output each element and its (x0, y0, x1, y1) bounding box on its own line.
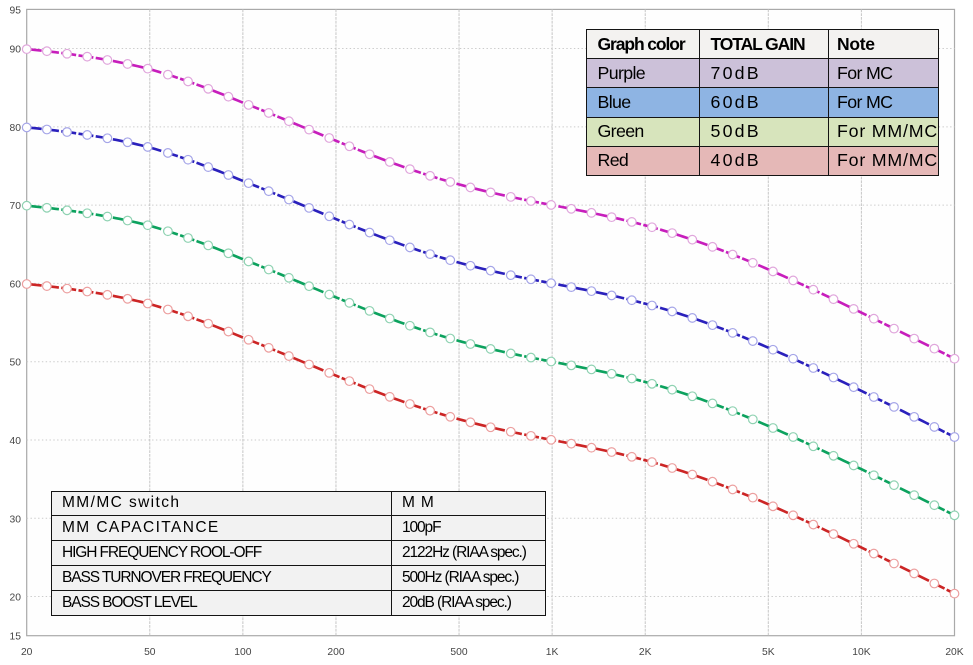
svg-text:15: 15 (10, 632, 22, 643)
svg-text:95: 95 (10, 5, 22, 16)
svg-text:20K: 20K (945, 647, 963, 658)
svg-text:30: 30 (10, 514, 22, 525)
svg-text:80: 80 (10, 123, 22, 134)
svg-text:2K: 2K (639, 647, 652, 658)
svg-text:20: 20 (10, 593, 22, 604)
svg-text:60: 60 (10, 279, 22, 290)
svg-text:50: 50 (144, 647, 156, 658)
svg-text:1K: 1K (546, 647, 559, 658)
svg-text:40: 40 (10, 436, 22, 447)
svg-text:20: 20 (21, 647, 33, 658)
svg-text:10K: 10K (852, 647, 870, 658)
svg-text:200: 200 (327, 647, 344, 658)
svg-text:50: 50 (10, 358, 22, 369)
svg-text:500: 500 (450, 647, 467, 658)
svg-text:5K: 5K (762, 647, 775, 658)
svg-text:70: 70 (10, 201, 22, 212)
svg-text:90: 90 (10, 45, 22, 56)
svg-text:100: 100 (234, 647, 251, 658)
